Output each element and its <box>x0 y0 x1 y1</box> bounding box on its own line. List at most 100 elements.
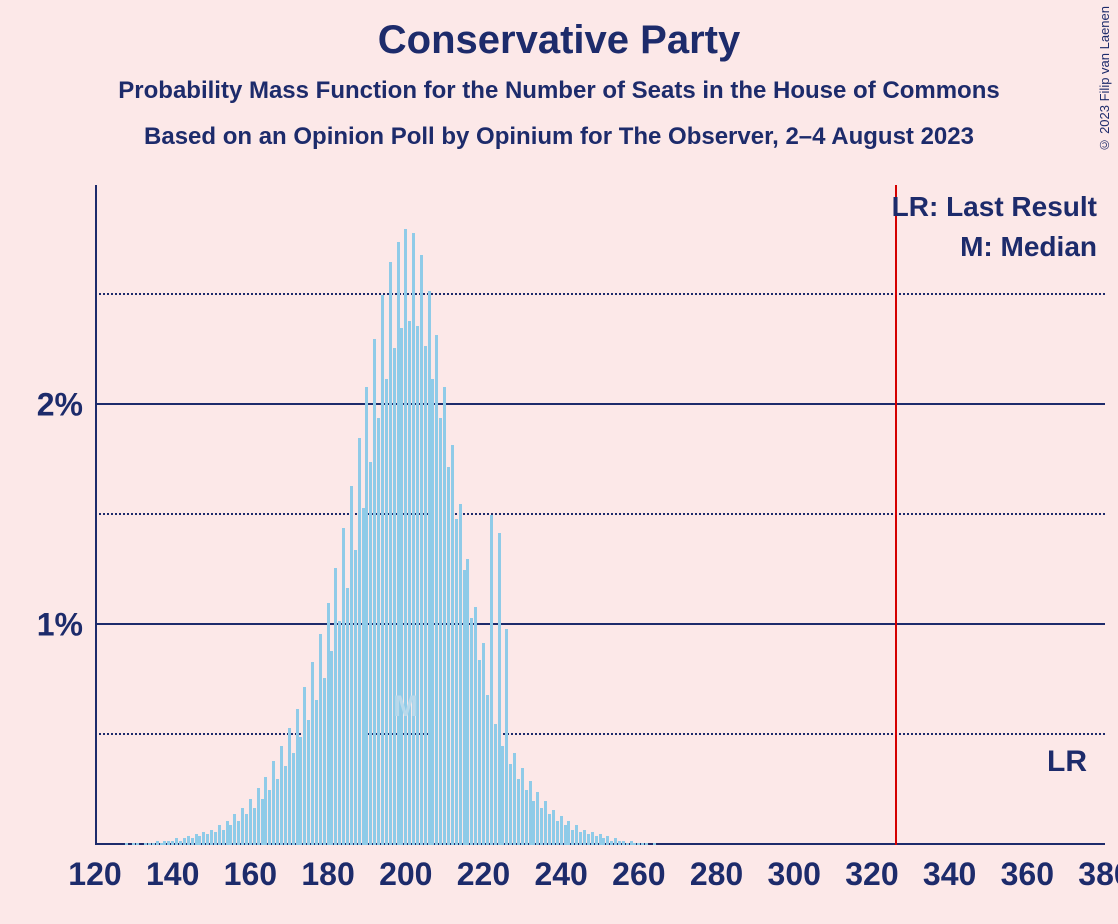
histogram-bar <box>579 832 582 845</box>
histogram-bar <box>610 841 613 845</box>
histogram-bar <box>494 724 497 845</box>
histogram-bar <box>408 321 411 845</box>
gridline-major <box>95 403 1105 405</box>
histogram-bar <box>618 841 621 845</box>
histogram-bar <box>136 843 139 845</box>
histogram-bar <box>311 662 314 845</box>
histogram-bar <box>241 808 244 845</box>
histogram-bar <box>319 634 322 845</box>
histogram-bar <box>272 761 275 845</box>
histogram-bar <box>163 841 166 845</box>
histogram-bar <box>323 678 326 845</box>
histogram-bar <box>202 832 205 845</box>
histogram-bar <box>253 808 256 845</box>
histogram-bar <box>218 825 221 845</box>
histogram-bar <box>420 255 423 845</box>
histogram-bar <box>358 438 361 845</box>
x-tick-label: 220 <box>457 856 510 893</box>
x-tick-label: 260 <box>612 856 665 893</box>
histogram-bar <box>602 838 605 845</box>
histogram-bar <box>330 651 333 845</box>
histogram-bar <box>179 841 182 845</box>
histogram-bar <box>525 790 528 845</box>
credit-text: © 2023 Filip van Laenen <box>1097 6 1112 153</box>
histogram-bar <box>303 687 306 845</box>
y-tick-label: 2% <box>37 387 83 424</box>
histogram-bar <box>412 233 415 845</box>
histogram-bar <box>288 728 291 845</box>
histogram-bar <box>595 836 598 845</box>
histogram-bar <box>517 779 520 845</box>
histogram-bar <box>362 508 365 845</box>
histogram-bar <box>439 418 442 845</box>
last-result-line <box>895 185 897 845</box>
chart-title: Conservative Party <box>0 0 1118 63</box>
histogram-bar <box>587 834 590 845</box>
gridline-major <box>95 623 1105 625</box>
histogram-bar <box>463 570 466 845</box>
x-tick-label: 140 <box>146 856 199 893</box>
histogram-bar <box>532 801 535 845</box>
histogram-bar <box>591 832 594 845</box>
histogram-bar <box>280 746 283 845</box>
histogram-bar <box>447 467 450 845</box>
histogram-bar <box>552 810 555 845</box>
histogram-bar <box>276 779 279 845</box>
histogram-bar <box>226 821 229 845</box>
x-tick-label: 240 <box>534 856 587 893</box>
histogram-bar <box>183 838 186 845</box>
x-tick-label: 280 <box>690 856 743 893</box>
histogram-bar <box>599 834 602 845</box>
histogram-bar <box>257 788 260 845</box>
histogram-bar <box>416 326 419 845</box>
histogram-bar <box>540 808 543 845</box>
histogram-bar <box>245 814 248 845</box>
histogram-bar <box>575 825 578 845</box>
histogram-bar <box>501 746 504 845</box>
legend-last-result: LR: Last Result <box>892 191 1097 223</box>
chart-subtitle-1: Probability Mass Function for the Number… <box>0 63 1118 105</box>
x-tick-label: 120 <box>68 856 121 893</box>
histogram-bar <box>459 504 462 845</box>
histogram-bar <box>431 379 434 845</box>
histogram-bar <box>560 816 563 845</box>
x-tick-label: 300 <box>768 856 821 893</box>
histogram-bar <box>132 843 135 845</box>
histogram-bar <box>641 843 644 845</box>
histogram-bar <box>521 768 524 845</box>
histogram-bar <box>536 792 539 845</box>
histogram-bar <box>206 834 209 845</box>
histogram-bar <box>529 781 532 845</box>
histogram-bar <box>191 838 194 845</box>
histogram-bar <box>125 843 128 845</box>
gridline-minor <box>95 513 1105 515</box>
histogram-bar <box>490 515 493 845</box>
histogram-bar <box>334 568 337 845</box>
histogram-bar <box>237 821 240 845</box>
y-axis <box>95 185 97 845</box>
histogram-bar <box>509 764 512 845</box>
histogram-bar <box>229 825 232 845</box>
histogram-bar <box>486 695 489 845</box>
chart-subtitle-2: Based on an Opinion Poll by Opinium for … <box>0 105 1118 151</box>
plot-area: 1%2%120140160180200220240260280300320340… <box>95 185 1105 845</box>
histogram-bar <box>393 348 396 845</box>
histogram-bar <box>365 387 368 845</box>
histogram-bar <box>264 777 267 845</box>
histogram-bar <box>498 533 501 845</box>
histogram-bar <box>167 841 170 845</box>
histogram-bar <box>633 843 636 845</box>
histogram-bar <box>622 841 625 845</box>
x-tick-label: 160 <box>224 856 277 893</box>
histogram-bar <box>400 328 403 845</box>
histogram-bar <box>187 836 190 845</box>
histogram-bar <box>404 229 407 845</box>
histogram-bar <box>435 335 438 845</box>
histogram-bar <box>626 843 629 845</box>
histogram-bar <box>342 528 345 845</box>
histogram-bar <box>292 753 295 845</box>
histogram-bar <box>222 830 225 845</box>
histogram-bar <box>564 825 567 845</box>
histogram-bar <box>397 242 400 845</box>
histogram-bar <box>548 814 551 845</box>
